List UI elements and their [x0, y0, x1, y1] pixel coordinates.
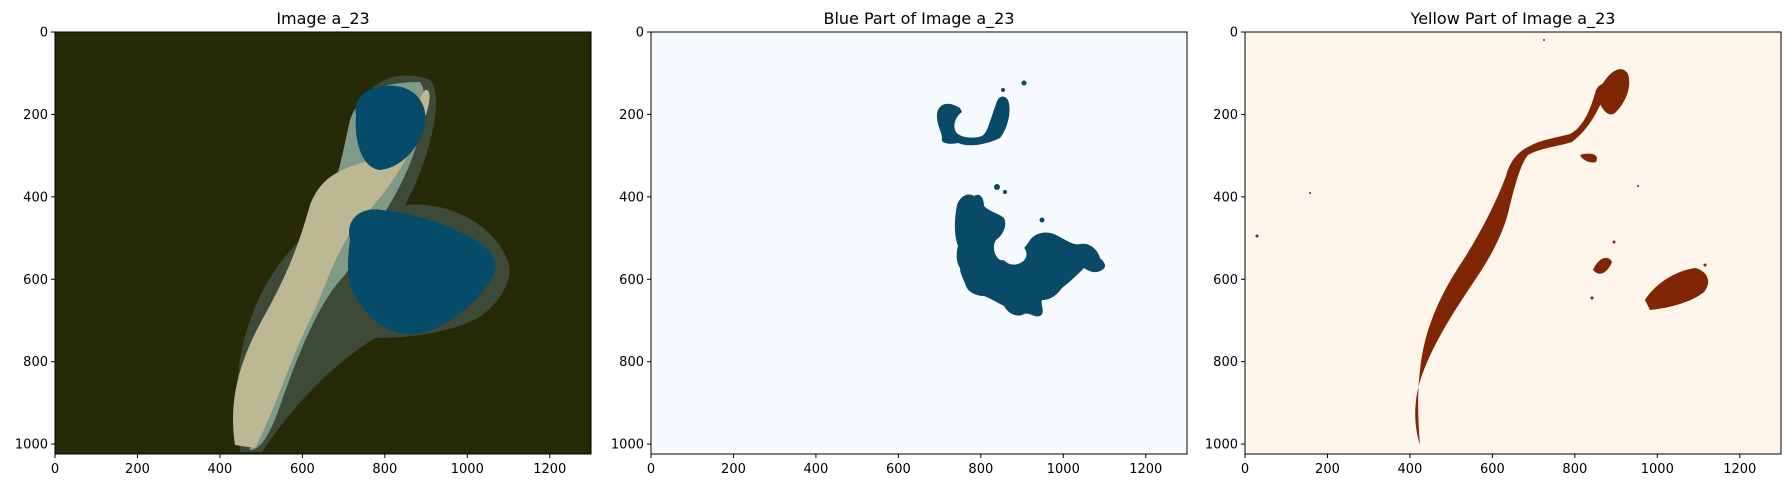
y-tick-label: 200	[23, 108, 48, 123]
x-tick-label: 800	[372, 462, 397, 477]
image-plot-area	[55, 32, 591, 454]
y-tick-label: 400	[1213, 190, 1238, 205]
yellow-mask-dot	[1309, 192, 1311, 194]
yellow-mask-fragment	[1580, 153, 1597, 163]
yellow-mask-main	[1415, 84, 1607, 445]
y-tick-label: 1000	[15, 438, 48, 453]
x-tick-label: 800	[968, 462, 993, 477]
x-tick-label: 0	[1241, 462, 1249, 477]
y-tick-label: 200	[1213, 108, 1238, 123]
blue-mask-dot	[994, 184, 1000, 190]
yellow-part-ticks: 0 200 400 600 800 1000 1200 0 200 400 600 800 1000	[1205, 26, 1756, 478]
y-tick-label: 0	[40, 26, 48, 41]
blue-part-frame	[650, 31, 1188, 455]
yellow-mask-dot	[1255, 234, 1259, 238]
x-tick-label: 1000	[1047, 462, 1080, 477]
panel-blue-part: Blue Part of Image a_23 0 200 400 600 800 100…	[611, 9, 1188, 478]
yellow-region	[233, 89, 430, 448]
x-tick-label: 0	[647, 462, 655, 477]
x-tick-label: 400	[1398, 462, 1423, 477]
y-tick-label: 1000	[1205, 438, 1238, 453]
yellow-mask-dot	[1590, 296, 1594, 300]
x-tick-label: 1200	[1129, 462, 1162, 477]
yellow-mask-dot	[1637, 185, 1639, 187]
blue-part-plot-area	[651, 32, 1187, 454]
x-tick-label: 600	[1480, 462, 1505, 477]
x-tick-label: 400	[804, 462, 829, 477]
y-tick-label: 200	[619, 108, 644, 123]
image-ticks: 0 200 400 600 800 1000 1200 0 200 400 600 800 1000	[15, 26, 566, 478]
y-tick-label: 800	[1213, 355, 1238, 370]
yellow-part-plot-area	[1245, 32, 1781, 454]
x-tick-label: 0	[51, 462, 59, 477]
x-tick-label: 600	[886, 462, 911, 477]
yellow-mask-dot	[1703, 263, 1707, 267]
x-tick-label: 400	[208, 462, 233, 477]
blue-part-background	[651, 32, 1187, 454]
blue-mask-dot	[1021, 80, 1027, 86]
yellow-part-background	[1245, 32, 1781, 454]
panel-title-blue-part: Blue Part of Image a_23	[823, 9, 1014, 29]
x-tick-label: 200	[125, 462, 150, 477]
blue-mask-gap	[1002, 246, 1027, 265]
y-tick-label: 600	[23, 273, 48, 288]
yellow-part-frame	[1244, 31, 1782, 455]
y-tick-label: 0	[636, 26, 644, 41]
yellow-mask-blob	[1593, 257, 1612, 274]
y-tick-label: 0	[1230, 26, 1238, 41]
blue-mask-ring	[936, 96, 1010, 146]
y-tick-label: 600	[619, 273, 644, 288]
x-tick-label: 200	[1315, 462, 1340, 477]
panel-title-yellow-part: Yellow Part of Image a_23	[1410, 9, 1616, 29]
blue-mask-dot	[1001, 88, 1005, 92]
panel-image: Image a_23 0 200 400 600 800 1000 1200 0 200 400 6…	[15, 9, 592, 478]
y-tick-label: 1000	[611, 438, 644, 453]
x-tick-label: 1000	[1641, 462, 1674, 477]
y-tick-label: 800	[23, 355, 48, 370]
y-tick-label: 600	[1213, 273, 1238, 288]
yellow-mask-hook	[1600, 69, 1630, 115]
x-tick-label: 800	[1562, 462, 1587, 477]
x-tick-label: 1000	[451, 462, 484, 477]
x-tick-label: 600	[290, 462, 315, 477]
blue-mask-dot	[1039, 217, 1045, 223]
panel-title-image: Image a_23	[276, 9, 369, 29]
x-tick-label: 1200	[533, 462, 566, 477]
x-tick-label: 1200	[1723, 462, 1756, 477]
x-tick-label: 200	[721, 462, 746, 477]
y-tick-label: 400	[23, 190, 48, 205]
yellow-mask-blob	[1645, 268, 1709, 310]
yellow-mask-dot	[1612, 240, 1616, 244]
panel-yellow-part: Yellow Part of Image a_23 0 200 400 600 800 1…	[1205, 9, 1782, 478]
blue-mask-blob	[954, 194, 1106, 317]
y-tick-label: 400	[619, 190, 644, 205]
blue-part-ticks: 0 200 400 600 800 1000 1200 0 200 400 600 800 1000	[611, 26, 1162, 478]
image-frame	[54, 31, 592, 455]
blue-region-bottom	[348, 209, 496, 335]
y-tick-label: 800	[619, 355, 644, 370]
yellow-mask-dot	[1543, 39, 1545, 41]
blue-region-top	[355, 85, 426, 170]
blue-mask-dot	[1003, 190, 1007, 194]
